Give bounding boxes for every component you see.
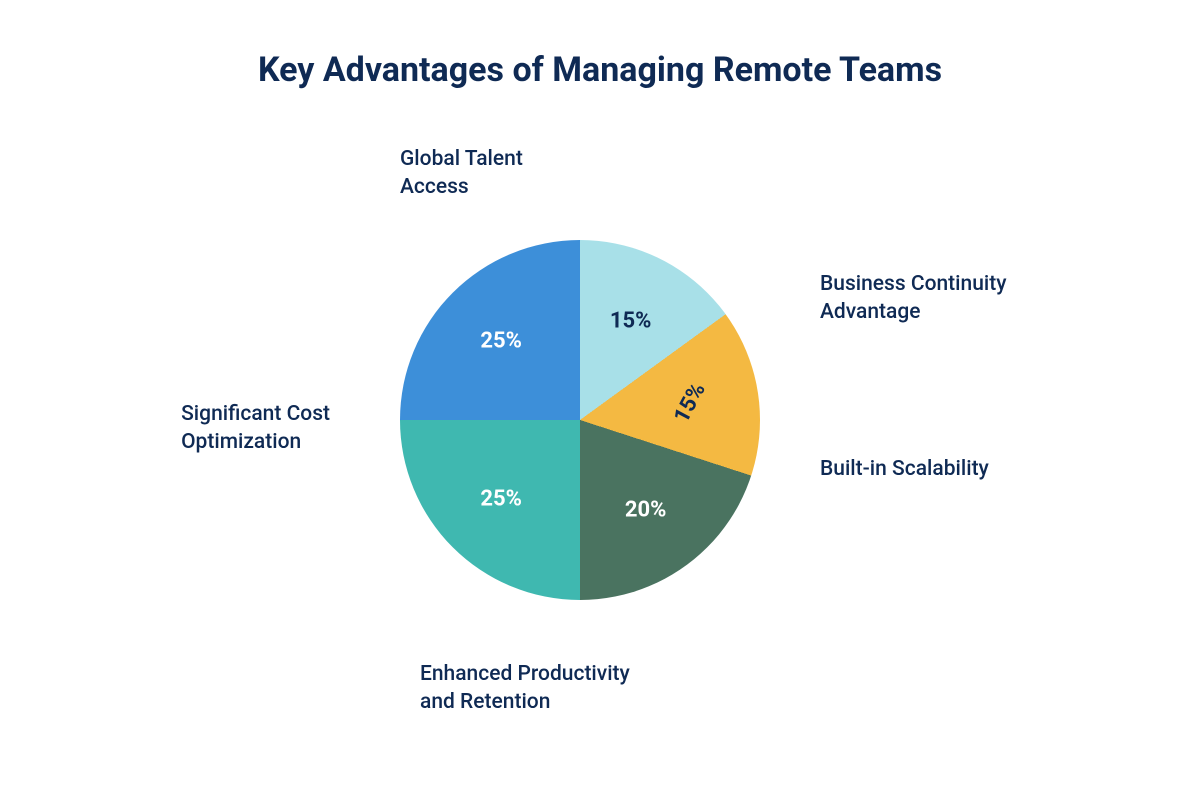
slice-ext-label: Significant CostOptimization — [181, 400, 330, 457]
slice-pct-label: 25% — [480, 486, 522, 511]
slice-pct-label: 25% — [480, 329, 522, 354]
slice-pct-label: 20% — [625, 498, 667, 523]
pie-chart — [400, 240, 760, 600]
slice-ext-label: Built-in Scalability — [820, 455, 989, 483]
pie-body — [400, 240, 760, 600]
slice-ext-label: Business ContinuityAdvantage — [820, 270, 1007, 327]
slice-ext-label: Enhanced Productivityand Retention — [420, 660, 630, 717]
slice-pct-label: 15% — [610, 308, 652, 333]
slice-ext-label: Global TalentAccess — [400, 145, 523, 202]
page-title: Key Advantages of Managing Remote Teams — [0, 50, 1200, 90]
